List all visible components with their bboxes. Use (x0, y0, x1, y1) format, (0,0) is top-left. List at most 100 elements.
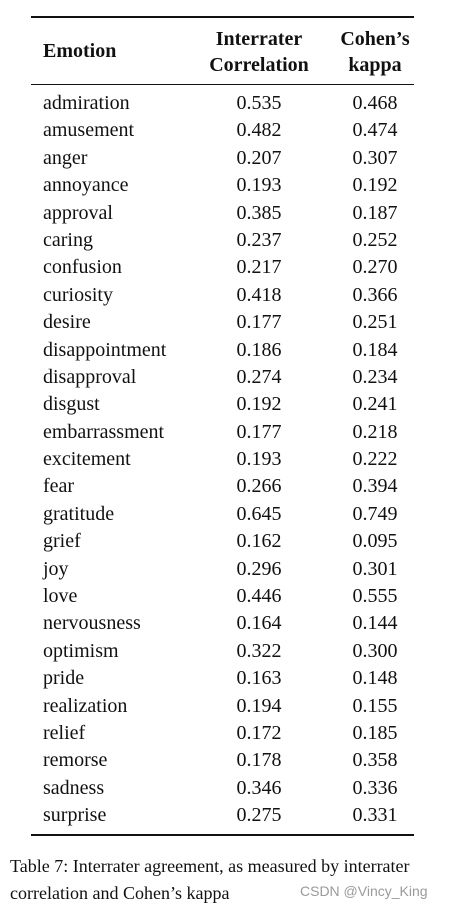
header-kappa-line2: kappa (348, 54, 402, 76)
emotion-cell: nervousness (43, 612, 141, 635)
kappa-cell: 0.300 (352, 639, 398, 662)
emotion-cell: embarrassment (43, 420, 165, 443)
table-row: fear 0.266 0.394 (0, 473, 450, 500)
emotion-cell: desire (43, 311, 91, 334)
table-caption: Table 7: Interrater agreement, as measur… (10, 853, 450, 907)
correlation-cell: 0.186 (236, 338, 282, 361)
emotion-cell: grief (43, 530, 81, 553)
correlation-cell: 0.194 (236, 694, 282, 717)
emotion-cell: amusement (43, 119, 135, 142)
emotion-cell: annoyance (43, 174, 129, 197)
correlation-cell: 0.482 (236, 119, 282, 142)
table-row: nervousness 0.164 0.144 (0, 610, 450, 637)
kappa-cell: 0.241 (352, 393, 398, 416)
header-interrater-correlation: Interrater Correlation (199, 26, 319, 78)
emotion-cell: surprise (43, 804, 107, 827)
table-row: joy 0.296 0.301 (0, 556, 450, 583)
emotion-cell: remorse (43, 749, 108, 772)
correlation-cell: 0.178 (236, 749, 282, 772)
emotion-cell: fear (43, 475, 75, 498)
kappa-cell: 0.187 (352, 201, 398, 224)
correlation-cell: 0.296 (236, 557, 282, 580)
kappa-cell: 0.270 (352, 256, 398, 279)
table-row: optimism 0.322 0.300 (0, 638, 450, 665)
header-cohens-kappa: Cohen’s kappa (330, 26, 420, 78)
correlation-cell: 0.237 (236, 228, 282, 251)
table-row: approval 0.385 0.187 (0, 200, 450, 227)
table-row: amusement 0.482 0.474 (0, 117, 450, 144)
table-row: love 0.446 0.555 (0, 583, 450, 610)
table-row: admiration 0.535 0.468 (0, 90, 450, 117)
kappa-cell: 0.251 (352, 311, 398, 334)
kappa-cell: 0.184 (352, 338, 398, 361)
kappa-cell: 0.218 (352, 420, 398, 443)
emotion-cell: relief (43, 721, 86, 744)
kappa-cell: 0.234 (352, 365, 398, 388)
emotion-cell: approval (43, 201, 113, 224)
table-row: gratitude 0.645 0.749 (0, 501, 450, 528)
table-body: admiration 0.535 0.468 amusement 0.482 0.474 a… (0, 90, 450, 830)
correlation-cell: 0.645 (236, 502, 282, 525)
correlation-cell: 0.193 (236, 448, 282, 471)
table-row: confusion 0.217 0.270 (0, 254, 450, 281)
header-correlation-line1: Interrater (215, 28, 303, 50)
kappa-cell: 0.222 (352, 448, 398, 471)
correlation-cell: 0.192 (236, 393, 282, 416)
table-row: grief 0.162 0.095 (0, 528, 450, 555)
correlation-cell: 0.446 (236, 585, 282, 608)
table-row: excitement 0.193 0.222 (0, 446, 450, 473)
emotion-cell: disgust (43, 393, 100, 416)
kappa-cell: 0.749 (352, 502, 398, 525)
emotion-cell: disappointment (43, 338, 167, 361)
table-row: disapproval 0.274 0.234 (0, 364, 450, 391)
header-emotion: Emotion (43, 38, 116, 64)
kappa-cell: 0.185 (352, 721, 398, 744)
table-row: caring 0.237 0.252 (0, 227, 450, 254)
caption-line-1: Table 7: Interrater agreement, as measur… (10, 856, 410, 876)
kappa-cell: 0.144 (352, 612, 398, 635)
kappa-cell: 0.155 (352, 694, 398, 717)
table-row: curiosity 0.418 0.366 (0, 282, 450, 309)
kappa-cell: 0.148 (352, 667, 398, 690)
table-row: embarrassment 0.177 0.218 (0, 419, 450, 446)
correlation-cell: 0.322 (236, 639, 282, 662)
correlation-cell: 0.535 (236, 92, 282, 114)
correlation-cell: 0.274 (236, 365, 282, 388)
emotion-cell: admiration (43, 92, 130, 114)
table-row: sadness 0.346 0.336 (0, 775, 450, 802)
table-row: realization 0.194 0.155 (0, 693, 450, 720)
kappa-cell: 0.336 (352, 776, 398, 799)
header-kappa-line1: Cohen’s (340, 28, 410, 50)
table-row: annoyance 0.193 0.192 (0, 172, 450, 199)
correlation-cell: 0.162 (236, 530, 282, 553)
emotion-cell: excitement (43, 448, 131, 471)
watermark: CSDN @Vincy_King (300, 883, 428, 899)
kappa-cell: 0.555 (352, 585, 398, 608)
correlation-cell: 0.207 (236, 146, 282, 169)
correlation-cell: 0.193 (236, 174, 282, 197)
emotion-cell: pride (43, 667, 85, 690)
correlation-cell: 0.385 (236, 201, 282, 224)
table-bottom-rule (31, 834, 414, 836)
table-row: surprise 0.275 0.331 (0, 802, 450, 829)
header-correlation-line2: Correlation (209, 54, 309, 76)
table-row: relief 0.172 0.185 (0, 720, 450, 747)
header-emotion-label: Emotion (43, 40, 117, 62)
table-row: disgust 0.192 0.241 (0, 391, 450, 418)
table-row: desire 0.177 0.251 (0, 309, 450, 336)
table-header-rule (31, 84, 414, 85)
kappa-cell: 0.331 (352, 804, 398, 827)
correlation-cell: 0.346 (236, 776, 282, 799)
correlation-cell: 0.177 (236, 420, 282, 443)
kappa-cell: 0.301 (352, 557, 398, 580)
table-row: pride 0.163 0.148 (0, 665, 450, 692)
emotion-cell: curiosity (43, 283, 113, 306)
correlation-cell: 0.172 (236, 721, 282, 744)
emotion-cell: optimism (43, 639, 119, 662)
kappa-cell: 0.192 (352, 174, 398, 197)
emotion-cell: disapproval (43, 365, 137, 388)
correlation-cell: 0.266 (236, 475, 282, 498)
emotion-cell: confusion (43, 256, 122, 279)
correlation-cell: 0.275 (236, 804, 282, 827)
